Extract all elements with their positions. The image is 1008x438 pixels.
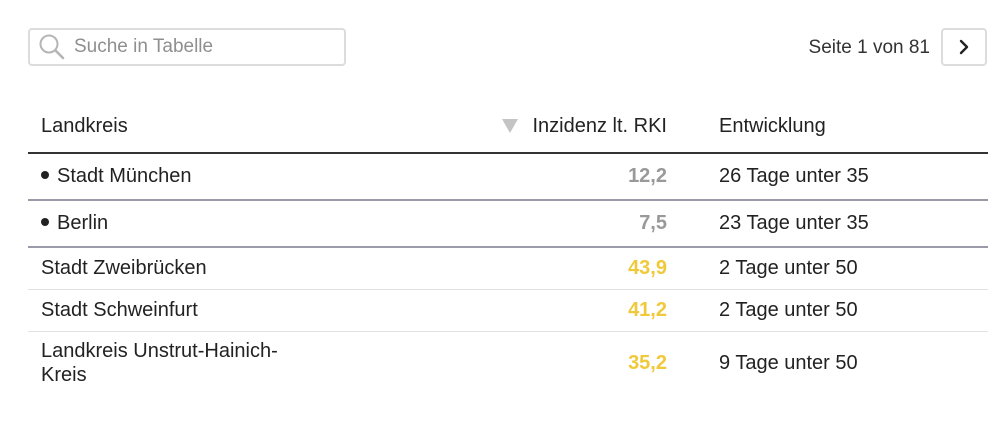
cell-development: 2 Tage unter 50 [667,289,988,332]
next-page-button[interactable] [941,28,987,66]
cell-development: 9 Tage unter 50 [719,351,858,374]
table-header-row: Landkreis Inzidenz lt. RKI Entwicklung [28,100,988,154]
cell-landkreis: Berlin [28,200,468,248]
incidence-table: Landkreis Inzidenz lt. RKI Entwicklung S… [28,100,988,394]
cell-landkreis: Landkreis Unstrut-Hainich-Kreis [41,340,278,386]
pinned-bullet-icon [41,218,49,227]
cell-landkreis: Stadt Zweibrücken [28,247,468,290]
page-indicator: Seite 1 von 81 [808,37,930,58]
cell-incidence: 41,2 [468,289,667,332]
table-row[interactable]: Stadt Zweibrücken 43,9 2 Tage unter 50 [28,247,988,290]
column-header-development[interactable]: Entwicklung [667,100,988,154]
cell-incidence: 43,9 [468,247,667,290]
cell-development: 26 Tage unter 35 [667,153,988,201]
table-row[interactable]: Landkreis Unstrut-Hainich-Kreis 35,2 9 T… [28,332,988,395]
search-icon [39,34,65,60]
sort-down-icon [502,119,519,134]
cell-development: 2 Tage unter 50 [667,247,988,290]
search-input[interactable] [72,35,326,59]
table-row[interactable]: Stadt Schweinfurt 41,2 2 Tage unter 50 [28,289,988,332]
column-header-landkreis[interactable]: Landkreis [28,100,468,154]
table-row-pinned[interactable]: Berlin 7,5 23 Tage unter 35 [28,200,988,248]
search-box[interactable] [28,28,346,66]
cell-landkreis: Stadt München [28,153,468,201]
cell-incidence: 7,5 [468,200,667,248]
cell-incidence: 35,2 [628,351,667,374]
column-header-incidence[interactable]: Inzidenz lt. RKI [468,100,667,154]
table-row-pinned[interactable]: Stadt München 12,2 26 Tage unter 35 [28,153,988,201]
cell-incidence: 12,2 [468,153,667,201]
cell-landkreis: Stadt Schweinfurt [28,289,468,332]
pinned-bullet-icon [41,171,49,180]
cell-development: 23 Tage unter 35 [667,200,988,248]
chevron-right-icon [959,39,969,55]
